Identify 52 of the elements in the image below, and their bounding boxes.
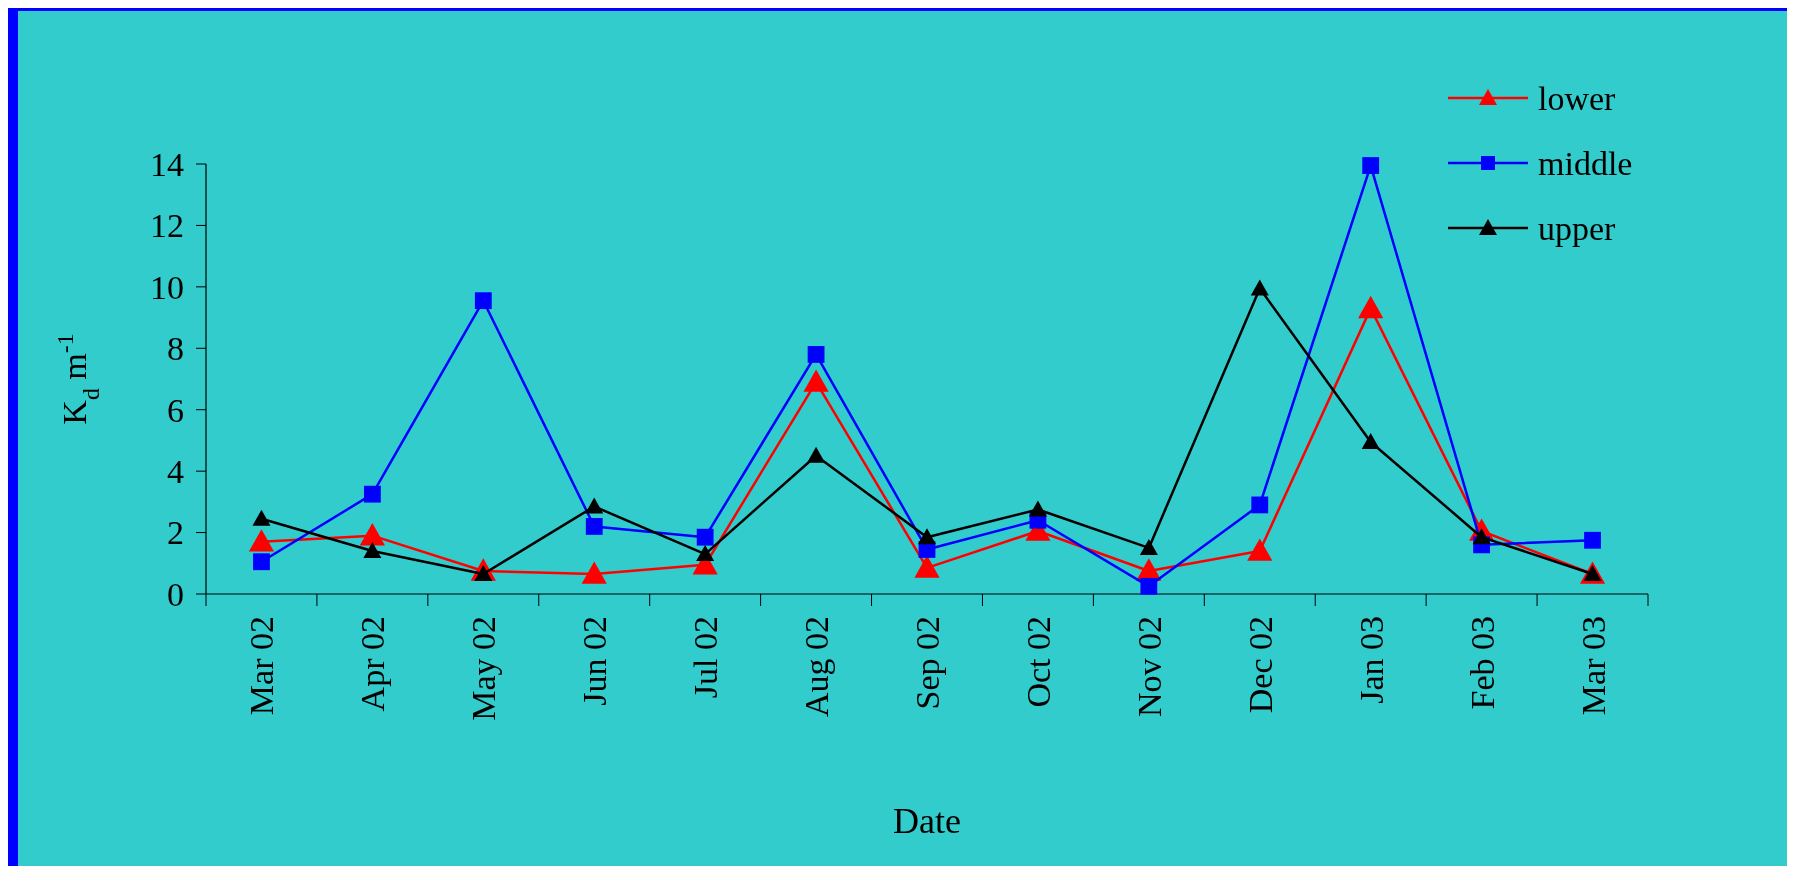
x-tick-label: May 02 — [465, 616, 503, 721]
point — [363, 485, 381, 503]
x-tick-label: Jun 02 — [576, 616, 614, 706]
point — [253, 553, 270, 571]
x-tick-label: Sep 02 — [909, 616, 946, 710]
point — [585, 518, 603, 535]
point — [1139, 538, 1158, 555]
point — [585, 497, 604, 514]
y-tick-label: 4 — [167, 453, 184, 491]
y-tick-label: 12 — [150, 207, 184, 245]
point — [1358, 295, 1384, 319]
point — [1247, 538, 1273, 561]
point — [363, 542, 382, 558]
legend-label: upper — [1538, 209, 1617, 247]
x-tick-label: Oct 02 — [1019, 616, 1057, 708]
legend-label: middle — [1538, 144, 1633, 182]
x-tick-label: Mar 02 — [243, 616, 281, 716]
y-tick-label: 2 — [167, 514, 184, 552]
point — [1140, 577, 1158, 595]
x-tick-label: Feb 03 — [1463, 616, 1501, 710]
y-tick-label: 14 — [150, 145, 184, 183]
point — [252, 509, 271, 526]
legend-label: lower — [1538, 79, 1617, 117]
point — [581, 561, 607, 584]
point — [696, 528, 714, 546]
x-tick-label: Aug 02 — [798, 616, 836, 718]
point — [696, 545, 715, 562]
point — [1584, 531, 1601, 549]
point — [807, 446, 826, 463]
x-tick-label: Dec 02 — [1241, 616, 1279, 714]
point — [248, 529, 275, 552]
point — [914, 555, 940, 578]
y-tick-label: 6 — [167, 391, 184, 429]
x-tick-label: Jan 03 — [1352, 616, 1390, 704]
point — [803, 369, 829, 392]
x-tick-label: Jul 02 — [687, 616, 725, 699]
x-axis-title: Date — [893, 801, 961, 841]
point — [359, 523, 385, 546]
point — [1028, 500, 1047, 517]
x-tick-label: Mar 03 — [1574, 616, 1612, 716]
y-tick-label: 0 — [167, 575, 184, 613]
point — [918, 528, 936, 545]
point — [1361, 432, 1380, 449]
point — [474, 292, 492, 310]
y-tick-label: 10 — [150, 268, 184, 306]
point — [1250, 279, 1269, 296]
x-tick-label: Apr 02 — [354, 616, 392, 712]
point — [807, 346, 825, 363]
point — [1251, 496, 1269, 514]
point — [1362, 157, 1380, 174]
y-tick-label: 8 — [167, 330, 184, 368]
x-tick-label: Nov 02 — [1130, 616, 1168, 718]
